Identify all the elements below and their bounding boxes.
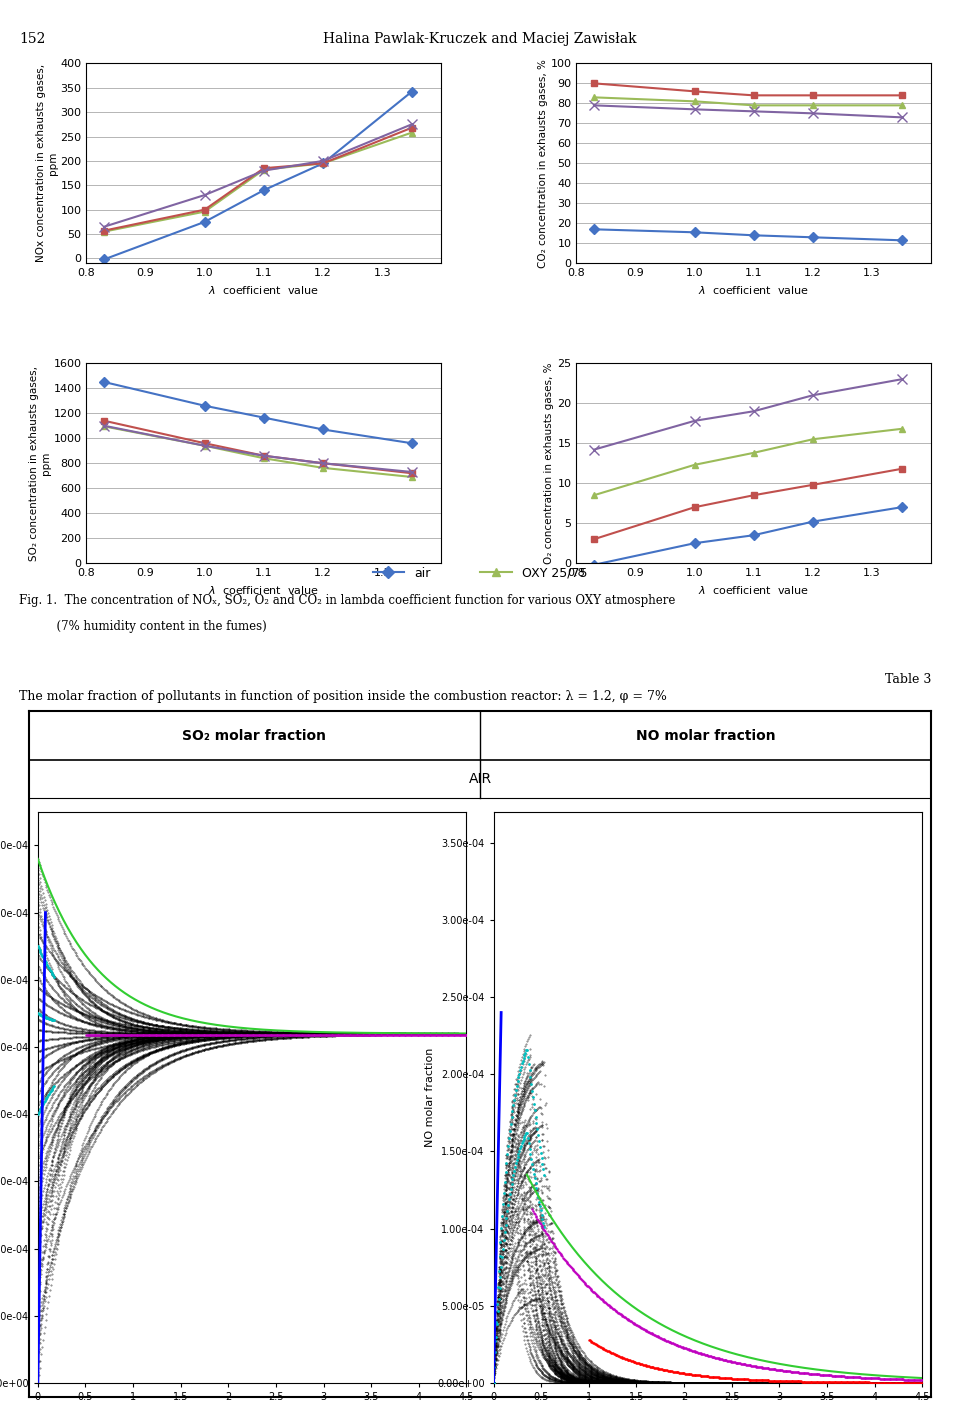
Text: NO molar fraction: NO molar fraction <box>636 729 776 743</box>
Y-axis label: SO₂ concentration in exhausts gases,
ppm: SO₂ concentration in exhausts gases, ppm <box>29 366 51 560</box>
Legend: air, OXY 25/75: air, OXY 25/75 <box>372 566 588 580</box>
Text: Table 3: Table 3 <box>885 673 931 686</box>
Text: AIR: AIR <box>468 772 492 786</box>
Text: Halina Pawlak-Kruczek and Maciej Zawisłak: Halina Pawlak-Kruczek and Maciej Zawisła… <box>324 32 636 46</box>
Y-axis label: NO molar fraction: NO molar fraction <box>425 1048 436 1148</box>
Y-axis label: O₂ concentration in exhausts gases, %: O₂ concentration in exhausts gases, % <box>544 362 555 565</box>
X-axis label: $\lambda$  coefficient  value: $\lambda$ coefficient value <box>698 584 809 596</box>
Text: (7% humidity content in the fumes): (7% humidity content in the fumes) <box>19 620 267 632</box>
Y-axis label: NOx concentration in exhausts gases,
ppm: NOx concentration in exhausts gases, ppm <box>36 65 58 262</box>
Text: SO₂ molar fraction: SO₂ molar fraction <box>182 729 326 743</box>
Text: 152: 152 <box>19 32 45 46</box>
Text: Fig. 1.  The concentration of NOₓ, SO₂, O₂ and CO₂ in lambda coefficient functio: Fig. 1. The concentration of NOₓ, SO₂, O… <box>19 594 676 607</box>
Y-axis label: CO₂ concentration in exhausts gases, %: CO₂ concentration in exhausts gases, % <box>538 59 547 268</box>
X-axis label: $\lambda$  coefficient  value: $\lambda$ coefficient value <box>208 584 320 596</box>
Text: The molar fraction of pollutants in function of position inside the combustion r: The molar fraction of pollutants in func… <box>19 690 667 703</box>
X-axis label: $\lambda$  coefficient  value: $\lambda$ coefficient value <box>698 284 809 296</box>
X-axis label: $\lambda$  coefficient  value: $\lambda$ coefficient value <box>208 284 320 296</box>
